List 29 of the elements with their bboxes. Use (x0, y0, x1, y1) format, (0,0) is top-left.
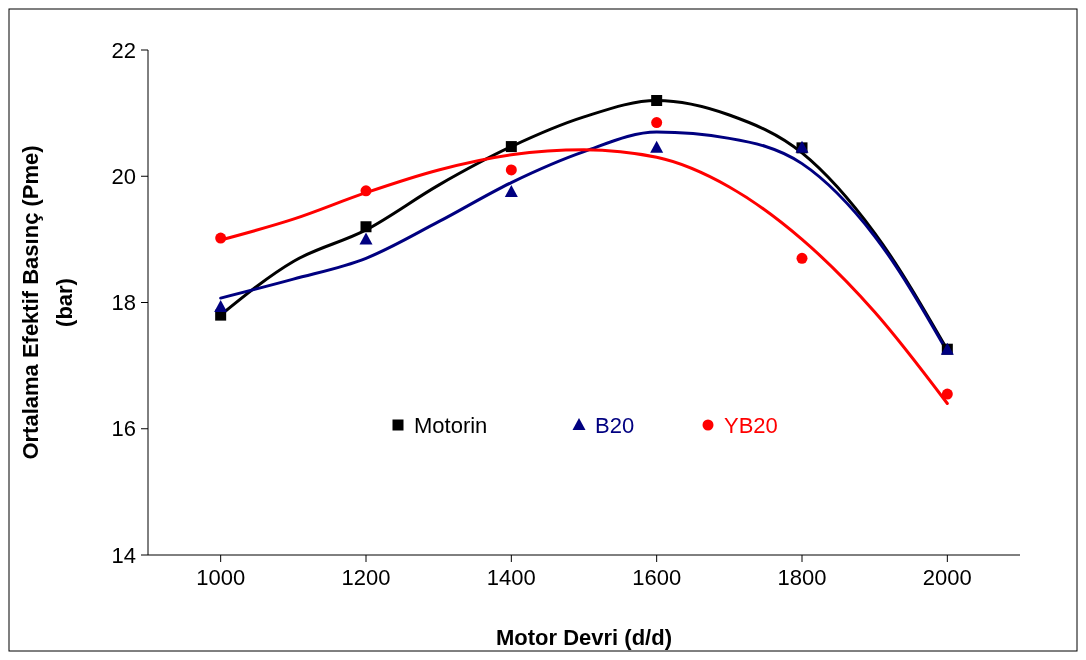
legend-label: B20 (595, 412, 635, 438)
point (504, 185, 518, 198)
y-tick-label: 22 (111, 37, 136, 63)
legend-label: Motorin (414, 412, 488, 438)
x-tick-label: 1200 (341, 565, 391, 590)
x-tick-label: 2000 (922, 565, 972, 590)
point (651, 117, 663, 129)
y-axis-title: Ortalama Efektif Basınç (Pme) (bar) (18, 145, 77, 460)
point (359, 232, 373, 245)
y-tick-label: 14 (111, 542, 136, 568)
point (505, 164, 517, 176)
point (360, 185, 372, 197)
y-tick-label: 18 (111, 290, 136, 316)
point (651, 95, 663, 106)
point (650, 140, 664, 153)
x-tick-label: 1600 (632, 565, 682, 590)
y-tick-label: 16 (111, 416, 136, 442)
point (505, 141, 517, 153)
point (215, 232, 227, 244)
x-axis-title: Motor Devri (d/d) (496, 625, 672, 650)
y-tick-label: 20 (111, 163, 136, 189)
point (941, 388, 953, 400)
point (796, 252, 808, 264)
point (360, 221, 372, 233)
point (214, 299, 228, 312)
x-tick-label: 1800 (777, 565, 827, 590)
legend-label: YB20 (724, 412, 778, 438)
x-tick-label: 1000 (196, 565, 246, 590)
x-tick-label: 1400 (486, 565, 536, 590)
